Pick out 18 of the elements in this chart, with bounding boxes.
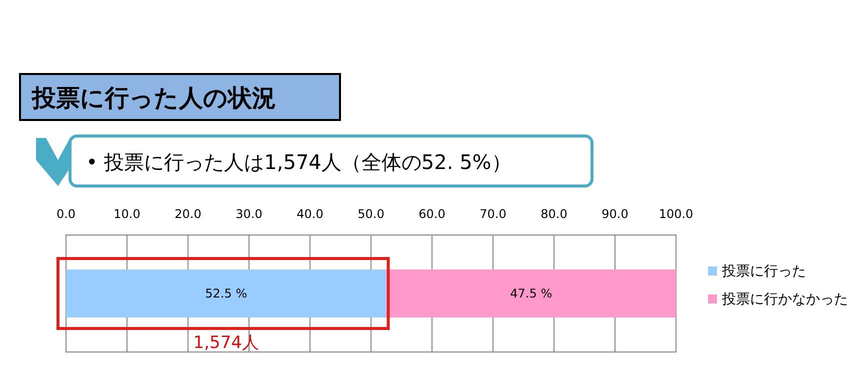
annotation: 1,574人	[193, 333, 259, 353]
x-tick-label: 90.0	[602, 207, 628, 221]
x-tick-label: 80.0	[540, 207, 568, 221]
data-label: 47.5 %	[510, 286, 552, 300]
x-tick-label: 40.0	[296, 207, 324, 221]
x-tick-label: 100.0	[658, 207, 694, 221]
x-tick-label: 10.0	[114, 207, 140, 221]
data-label: 52.5 %	[205, 286, 248, 300]
x-tick-label: 0.0	[56, 207, 76, 221]
x-tick-label: 30.0	[236, 207, 262, 221]
legend-label: 投票に行った	[721, 264, 806, 280]
subtitle: • 投票に行った人は1,574人（全体の52. 5%）	[86, 150, 512, 174]
x-tick-label: 50.0	[358, 207, 384, 221]
title: 投票に行った人の状況	[32, 84, 276, 112]
x-tick-label: 70.0	[480, 207, 506, 221]
legend-label: 投票に行かなかった	[721, 292, 848, 308]
x-tick-label: 60.0	[418, 207, 446, 221]
x-tick-label: 20.0	[174, 207, 202, 221]
